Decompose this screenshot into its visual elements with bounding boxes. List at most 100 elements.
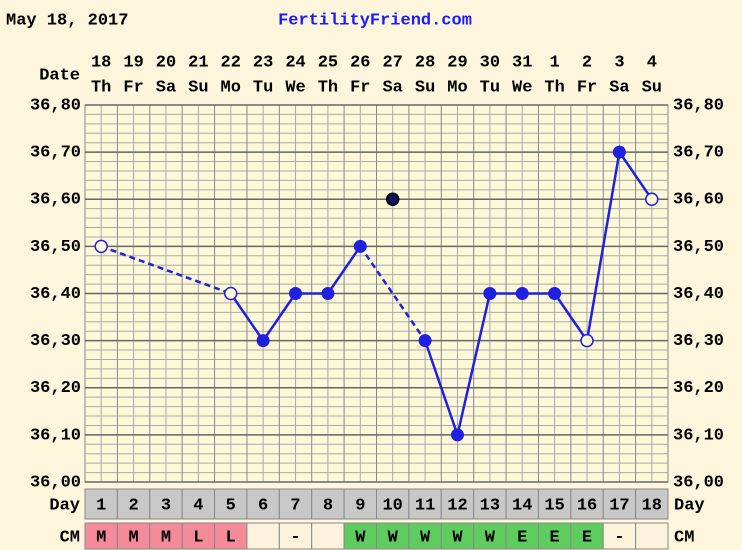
temperature-point xyxy=(450,428,464,442)
y-tick-label: 36,40 xyxy=(673,285,724,304)
weekday-label: Th xyxy=(544,78,564,97)
date-label: 23 xyxy=(253,53,273,72)
weekday-label: Sa xyxy=(156,78,176,97)
temperature-point xyxy=(418,334,432,348)
date-label: 2 xyxy=(582,53,592,72)
cm-cell xyxy=(473,522,507,550)
y-tick-label: 36,50 xyxy=(673,238,724,257)
day-number: 4 xyxy=(193,496,203,515)
date-label: Date xyxy=(39,66,80,85)
cm-cell xyxy=(311,522,345,550)
temperature-point xyxy=(515,287,529,300)
cm-cell xyxy=(246,522,280,550)
weekday-label: We xyxy=(285,78,305,97)
date-label: 27 xyxy=(382,53,402,72)
day-number: 11 xyxy=(415,496,435,515)
cm-label: CM xyxy=(60,528,80,547)
day-cell xyxy=(408,488,442,520)
day-number: 8 xyxy=(323,496,333,515)
day-cell xyxy=(311,488,345,520)
y-tick-label: 36,70 xyxy=(673,144,724,163)
weekday-label: Tu xyxy=(480,78,500,97)
y-tick-label: 36,40 xyxy=(30,285,81,304)
weekday-label: We xyxy=(512,78,532,97)
day-cell xyxy=(84,488,118,520)
cm-cell xyxy=(440,522,475,550)
cm-cell xyxy=(214,522,248,550)
date-label: 3 xyxy=(614,53,624,72)
weekday-label: Sa xyxy=(609,78,629,97)
day-number: 17 xyxy=(609,496,629,515)
temperature-line xyxy=(100,245,232,295)
cm-label: W xyxy=(485,528,496,547)
date-label: 4 xyxy=(647,53,657,72)
date-label: 24 xyxy=(285,53,305,72)
cm-label: M xyxy=(128,528,138,547)
date-label: 31 xyxy=(512,53,532,72)
cm-label: M xyxy=(96,528,106,547)
date-label: 28 xyxy=(415,53,435,72)
y-tick-label: 36,60 xyxy=(30,191,81,210)
day-number: 3 xyxy=(161,496,171,515)
y-tick-label: 36,80 xyxy=(30,96,81,115)
temperature-point xyxy=(645,192,659,206)
day-number: 18 xyxy=(642,496,662,515)
day-cell xyxy=(473,488,507,520)
temperature-line xyxy=(359,245,427,342)
day-number: 7 xyxy=(290,496,300,515)
day-cell xyxy=(214,488,248,520)
weekday-label: Th xyxy=(318,78,338,97)
weekday-label: Su xyxy=(415,78,435,97)
temperature-line xyxy=(618,151,653,200)
day-number: 6 xyxy=(258,496,268,515)
y-tick-label: 36,50 xyxy=(30,238,81,257)
temperature-point xyxy=(94,239,108,254)
cm-label: W xyxy=(452,528,463,547)
date-label: 21 xyxy=(188,53,208,72)
cm-label: E xyxy=(582,528,592,547)
date-label: 29 xyxy=(447,53,467,72)
temperature-line xyxy=(423,340,459,436)
weekday-label: Th xyxy=(91,78,111,97)
day-cell xyxy=(570,488,604,520)
date-label: 30 xyxy=(480,53,500,72)
day-number: 2 xyxy=(128,496,138,515)
temperature-point xyxy=(612,145,626,159)
cm-label: E xyxy=(517,528,527,547)
cm-label: - xyxy=(290,528,300,547)
day-cell xyxy=(149,488,183,520)
temperature-line xyxy=(456,293,492,436)
temperature-point xyxy=(289,287,303,300)
day-cell xyxy=(635,488,669,520)
y-tick-label: 36,80 xyxy=(673,96,724,115)
day-cell xyxy=(440,488,475,520)
day-cell xyxy=(246,488,280,520)
day-cell xyxy=(505,488,539,520)
y-tick-label: 36,30 xyxy=(673,332,724,351)
cm-label: - xyxy=(614,528,624,547)
cm-label: W xyxy=(355,528,366,547)
cm-label: CM xyxy=(674,528,694,547)
weekday-label: Su xyxy=(188,78,208,97)
date-label: 26 xyxy=(350,53,370,72)
cm-cell xyxy=(116,522,151,550)
cm-label: L xyxy=(226,528,236,547)
cm-cell xyxy=(278,522,313,550)
temperature-line xyxy=(229,292,265,342)
day-label: Day xyxy=(49,496,80,515)
day-number: 9 xyxy=(355,496,365,515)
weekday-label: Su xyxy=(642,78,662,97)
date-label: 22 xyxy=(221,53,241,72)
y-tick-label: 36,00 xyxy=(673,473,724,492)
weekday-label: Sa xyxy=(382,78,402,97)
temperature-point xyxy=(385,192,400,206)
temperature-point xyxy=(548,287,562,300)
weekday-label: Mo xyxy=(447,78,467,97)
day-number: 5 xyxy=(226,496,236,515)
temperature-point xyxy=(580,333,594,348)
weekday-label: Fr xyxy=(123,78,143,97)
day-number: 1 xyxy=(96,496,106,515)
day-number: 16 xyxy=(577,496,597,515)
y-tick-label: 36,00 xyxy=(30,473,81,492)
y-tick-label: 36,10 xyxy=(30,426,81,445)
